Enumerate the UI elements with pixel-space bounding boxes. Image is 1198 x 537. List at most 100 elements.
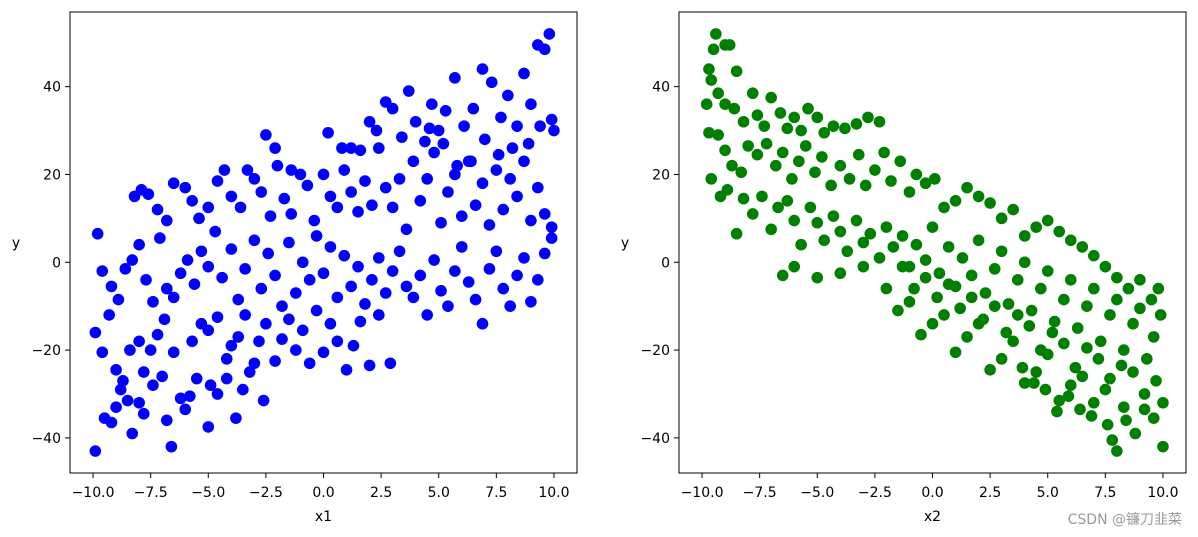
right-scatter-point: [1076, 241, 1089, 253]
right-scatter-point: [1157, 440, 1169, 453]
left-scatter-point: [538, 43, 551, 56]
left-scatter-point: [386, 201, 399, 214]
right-scatter-point: [719, 98, 731, 110]
right-y-tick-label: −20: [640, 343, 670, 359]
right-scatter-point: [1062, 390, 1075, 402]
right-scatter-point: [896, 260, 909, 273]
right-scatter-point: [746, 87, 759, 100]
right-scatter-point: [793, 155, 805, 168]
right-scatter-point: [809, 166, 821, 179]
right-scatter-point: [839, 122, 851, 135]
left-scatter-point: [511, 120, 523, 132]
right-scatter-point: [1007, 203, 1019, 216]
right-scatter-point: [1002, 298, 1015, 310]
left-scatter-point: [167, 177, 180, 190]
right-scatter-point: [956, 252, 969, 264]
left-scatter-point: [133, 396, 145, 409]
right-scatter-point: [721, 184, 734, 196]
left-scatter-point: [239, 263, 251, 275]
left-scatter-point: [483, 219, 496, 231]
left-scatter-point: [290, 344, 302, 356]
left-scatter-point: [359, 175, 371, 187]
left-x-axis-label: x1: [315, 509, 332, 525]
right-scatter-point: [1011, 309, 1024, 321]
right-scatter-point: [1147, 412, 1160, 424]
right-scatter-point: [726, 159, 738, 172]
left-scatter-point: [253, 335, 265, 348]
right-scatter-point: [1111, 271, 1123, 284]
right-scatter-point: [703, 63, 715, 75]
left-scatter-point: [276, 300, 288, 312]
left-scatter-point: [285, 164, 298, 176]
right-scatter-point: [730, 65, 743, 78]
right-scatter-point: [772, 201, 784, 214]
right-scatter-point: [1064, 274, 1077, 286]
right-scatter-point: [1058, 293, 1070, 306]
left-scatter-point: [352, 260, 364, 273]
right-scatter-point: [730, 227, 743, 240]
left-x-tick-label: 0.0: [312, 485, 334, 501]
right-scatter-point: [707, 43, 720, 56]
left-scatter-point: [174, 267, 187, 280]
right-x-tick-label: −10.0: [681, 485, 724, 501]
left-scatter-point: [184, 390, 196, 402]
right-scatter-point: [1127, 366, 1139, 378]
left-scatter-point: [370, 124, 383, 137]
left-y-tick-label: −40: [31, 431, 61, 447]
left-scatter-point: [331, 335, 344, 348]
right-scatter-point: [811, 216, 824, 229]
right-scatter-point: [1081, 300, 1093, 312]
left-scatter-point: [518, 67, 530, 80]
left-scatter-point: [211, 388, 224, 400]
left-scatter-point: [386, 102, 399, 115]
left-scatter-point: [402, 85, 415, 97]
left-scatter-point: [160, 414, 173, 427]
right-scatter-point: [984, 364, 996, 376]
right-scatter-point: [938, 309, 950, 321]
left-scatter-point: [133, 335, 145, 348]
right-scatter-point: [919, 271, 932, 284]
right-scatter-point: [1018, 230, 1031, 242]
right-scatter-point: [949, 194, 962, 207]
right-scatter-point: [1074, 403, 1086, 416]
left-scatter-point: [331, 291, 344, 304]
left-scatter-point: [262, 247, 274, 260]
right-scatter-point: [869, 164, 881, 176]
left-scatter-point: [317, 168, 330, 181]
right-scatter-point: [1101, 418, 1114, 431]
right-scatter-point: [1018, 377, 1031, 389]
right-scatter-point: [910, 238, 923, 251]
right-scatter-point: [1111, 445, 1123, 457]
right-scatter-point: [705, 74, 718, 86]
left-y-tick-label: 40: [43, 80, 61, 96]
left-scatter-point: [204, 379, 217, 391]
left-scatter-point: [260, 317, 272, 330]
right-y-tick-label: −40: [640, 431, 670, 447]
left-scatter-point: [105, 416, 118, 429]
left-scatter-point: [230, 412, 242, 424]
left-scatter-point: [285, 208, 298, 220]
right-scatter-point: [811, 111, 824, 124]
right-scatter-point: [816, 151, 828, 163]
left-scatter-point: [310, 230, 323, 242]
right-scatter-point: [737, 115, 750, 128]
right-scatter-point: [795, 238, 807, 251]
left-scatter-point: [195, 245, 208, 258]
left-y-ticks: −40 −20 0 20 40: [31, 80, 70, 447]
left-scatter-point: [220, 372, 233, 385]
left-scatter-point: [119, 263, 132, 275]
left-scatter-point: [359, 298, 371, 310]
right-scatter-point: [1039, 383, 1052, 396]
right-scatter-point: [1076, 370, 1089, 383]
right-scatter-point: [919, 254, 932, 266]
right-scatter-point: [705, 173, 718, 185]
right-scatter-point: [1127, 317, 1139, 330]
right-scatter-point: [735, 166, 748, 179]
left-scatter-point: [545, 221, 558, 233]
left-scatter-point: [202, 421, 215, 433]
left-scatter-point: [225, 190, 238, 203]
left-scatter-point: [504, 173, 516, 185]
right-scatter-point: [841, 245, 854, 258]
left-scatter-point: [174, 392, 187, 405]
right-scatter-point: [1051, 405, 1063, 418]
